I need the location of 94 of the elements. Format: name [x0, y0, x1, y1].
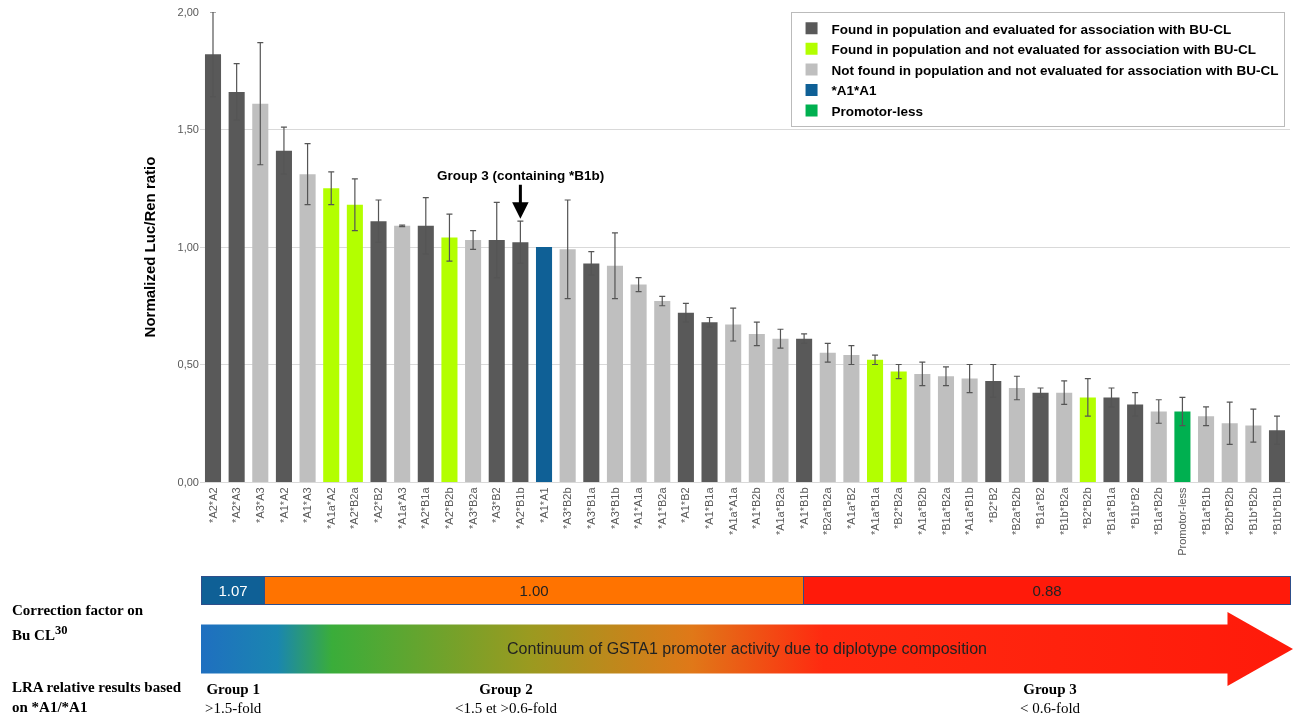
bar [1008, 388, 1025, 482]
x-tick-label: *A1*A1a [632, 486, 645, 529]
x-tick-label: *A2*B2 [372, 487, 385, 523]
bar [1174, 411, 1191, 482]
x-tick-label: *B2a*B2b [1010, 487, 1023, 536]
x-tick-label: *B2*B2a [892, 486, 905, 529]
x-tick-label: *A1a*B2b [915, 487, 928, 536]
x-tick-label: *A1a*B1a [868, 486, 881, 536]
y-tick-label: 0,50 [177, 358, 199, 371]
x-tick-label: *A3*B2 [490, 487, 503, 523]
x-tick-label: *A1a*A2 [324, 487, 337, 529]
text: >1.5-fold [205, 700, 262, 716]
bar [323, 188, 340, 482]
x-tick-label: *B1b*B2a [1057, 486, 1070, 536]
x-tick-label: *B2*B2b [1081, 487, 1094, 529]
bar [441, 237, 458, 482]
bar [961, 378, 978, 482]
x-tick-label: *A2*A3 [230, 487, 243, 523]
y-tick-label: 0,00 [177, 475, 199, 488]
x-tick-label: *A3*B2b [561, 487, 574, 529]
x-tick-label: Promotor-less [1175, 486, 1188, 556]
bar [559, 249, 576, 482]
x-tick-label: *B2b*B2b [1223, 487, 1236, 536]
x-tick-label: *B2*B2 [986, 487, 999, 523]
x-tick-label: *B1b*B1b [1270, 487, 1283, 536]
x-tick-label: *A1*B2b [750, 487, 763, 529]
legend-label: Not found in population and not evaluated for association with BU-CL [831, 62, 1279, 78]
factor-strip: 1.07 1.00 0.88 [201, 576, 1291, 605]
legend-label: *A1*A1 [831, 83, 878, 99]
x-tick-label: *B1b*B2 [1128, 487, 1141, 529]
x-tick-label: *A1a*A1a [726, 486, 739, 536]
x-tick-label: *A1*B1a [703, 486, 716, 529]
bar [606, 265, 623, 482]
y-axis-title: Normalized Luc/Ren ratio [140, 156, 158, 338]
x-tick-label: *A3*B1b [608, 487, 621, 529]
bar [1221, 423, 1238, 482]
bar [1056, 392, 1073, 482]
y-tick-label: 1,00 [177, 240, 199, 253]
x-tick-label: *A1*A3 [301, 487, 314, 523]
x-tick-label: *B1a*B2a [939, 486, 952, 536]
x-tick-label: *B2a*B2a [821, 486, 834, 536]
bar [937, 376, 955, 482]
x-tick-label: *A2*A2 [206, 487, 219, 523]
text: <1.5 et >0.6-fold [455, 700, 557, 716]
bar [535, 247, 553, 482]
x-tick-label: *A2*B2a [348, 486, 361, 529]
annotation: Group 3 (containing *B1b) [437, 168, 605, 183]
bar [654, 301, 671, 482]
x-tick-label: *A3*B2a [466, 486, 479, 529]
x-tick-label: *A1*A1 [537, 487, 550, 523]
x-tick-label: *A1*B1b [797, 487, 810, 529]
bar [890, 371, 907, 482]
x-tick-label: *A2*B2b [443, 487, 456, 529]
y-tick-label: 2,00 [177, 5, 199, 18]
bar [1150, 411, 1167, 482]
x-tick-label: *A2*B1b [513, 487, 526, 529]
x-tick-label: *B1a*B1b [1199, 487, 1212, 536]
bar [1198, 416, 1215, 482]
x-tick-label: *A1a*B2a [774, 486, 787, 536]
bar [772, 338, 789, 482]
bar [725, 324, 742, 482]
legend-label: Promotor-less [831, 103, 924, 119]
x-tick-label: *B1a*B2b [1152, 487, 1165, 536]
bar [867, 359, 884, 482]
bar [346, 204, 363, 482]
text: LRA relative results based on *A1/*A1 [12, 678, 182, 717]
bar [914, 373, 931, 482]
bar [252, 103, 269, 482]
legend-label: Found in population and evaluated for association with BU-CL [831, 21, 1232, 37]
x-tick-label: *B1a*B2 [1034, 487, 1047, 529]
x-tick-label: *B1b*B2b [1246, 487, 1259, 536]
x-tick-label: *A1a*B1b [963, 487, 976, 536]
x-tick-label: *A1*B2 [679, 487, 692, 523]
bar [630, 284, 647, 482]
bar [465, 239, 482, 482]
text: < 0.6-fold [1020, 700, 1081, 716]
bar [1245, 425, 1262, 482]
bar [819, 352, 836, 482]
bar [394, 225, 411, 482]
x-tick-label: *A3*A3 [253, 487, 266, 523]
x-tick-label: *A2*B1a [419, 486, 432, 529]
x-tick-label: *A1a*B2 [844, 487, 857, 529]
text: Correction factor on Bu CL$^{30}$ [12, 601, 145, 645]
y-tick-label: 1,50 [177, 123, 199, 136]
bar [299, 174, 316, 482]
x-tick-label: *A1a*A3 [395, 487, 408, 529]
x-tick-label: *B1a*B1a [1105, 486, 1118, 536]
x-tick-label: *A3*B1a [584, 486, 597, 529]
bar [1079, 397, 1096, 482]
legend-label: Found in population and not evaluated for association with BU-CL [831, 42, 1257, 58]
bar [843, 355, 860, 482]
bar [748, 333, 765, 482]
x-tick-label: *A1*A2 [277, 487, 290, 523]
x-tick-label: *A1*B2a [655, 486, 668, 529]
